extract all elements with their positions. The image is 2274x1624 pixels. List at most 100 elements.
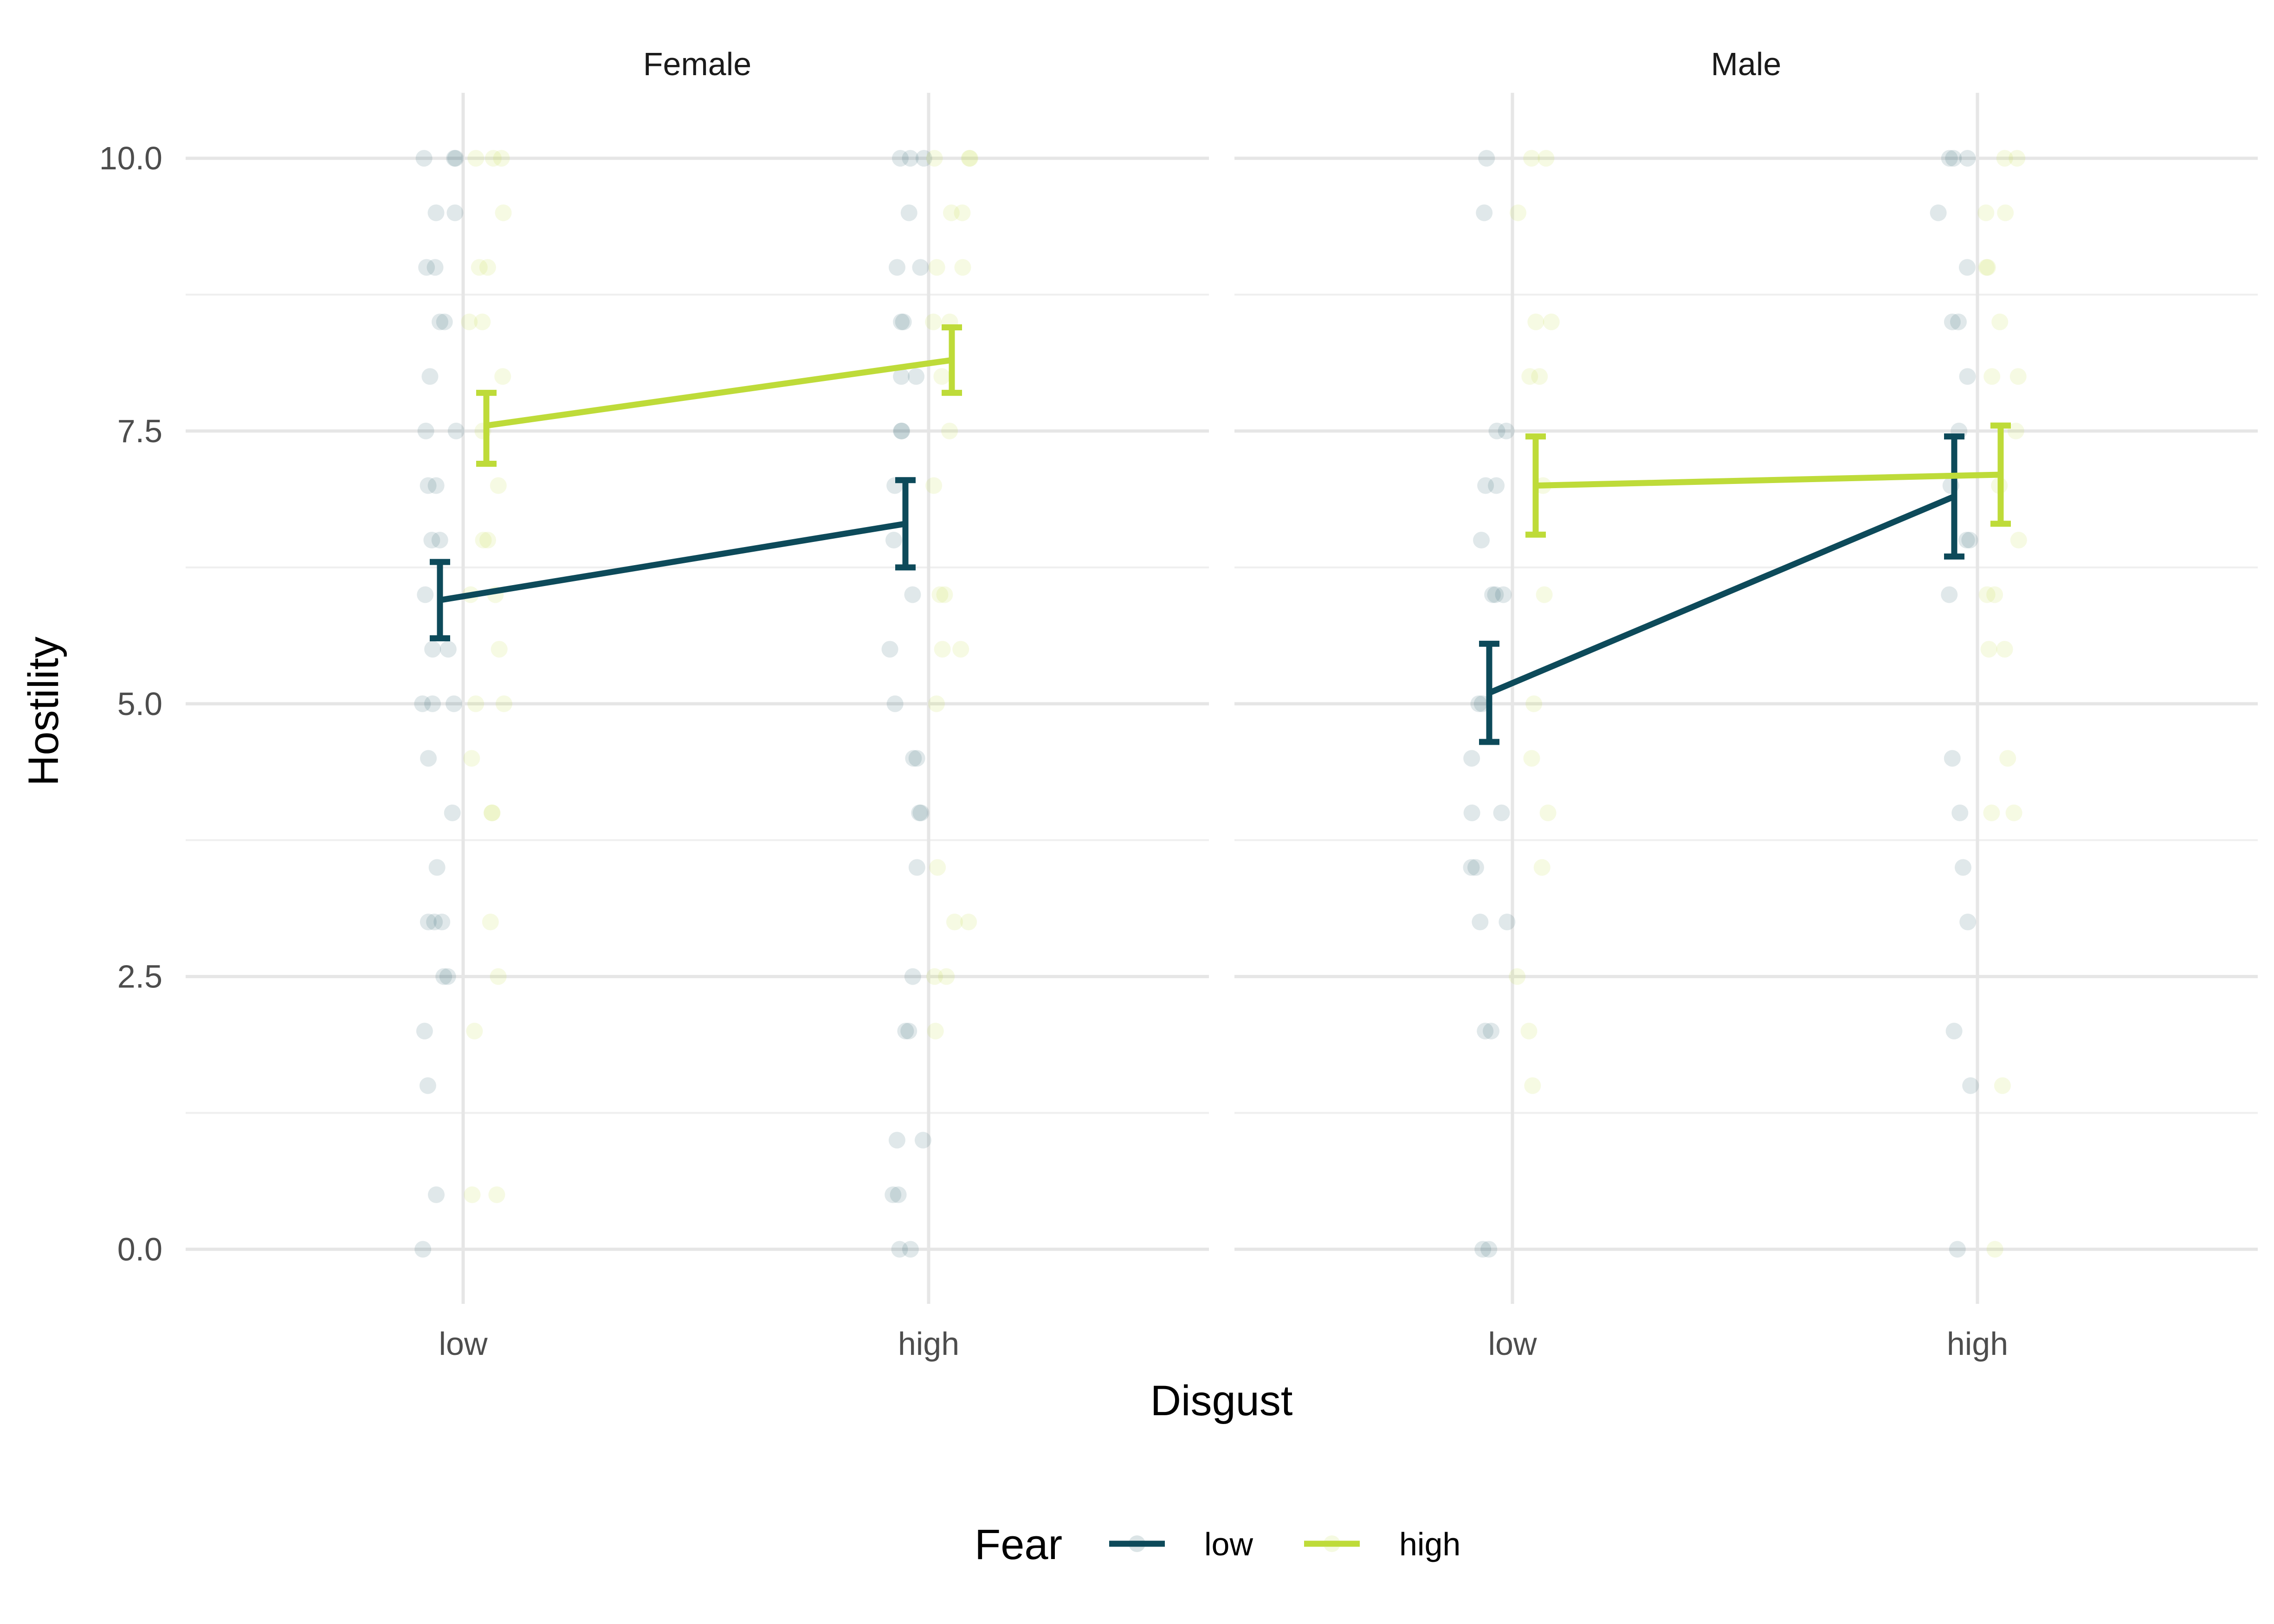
data-point: [484, 804, 501, 821]
data-point: [931, 586, 949, 603]
data-point: [890, 1186, 907, 1203]
data-point: [446, 204, 464, 221]
data-point: [1958, 532, 1975, 549]
data-point: [1994, 1077, 2011, 1094]
data-point: [1521, 368, 1538, 385]
data-point: [925, 477, 943, 494]
data-point: [1538, 150, 1555, 167]
data-point: [897, 1023, 914, 1040]
data-point: [420, 750, 437, 767]
data-point: [928, 695, 945, 712]
data-point: [1941, 586, 1958, 603]
data-point: [420, 914, 437, 931]
data-point: [914, 1132, 931, 1149]
data-point: [1958, 259, 1976, 276]
data-point: [1487, 586, 1504, 603]
data-point: [1954, 859, 1971, 876]
data-point: [929, 859, 946, 876]
data-point: [954, 259, 971, 276]
data-point: [908, 750, 925, 767]
data-point: [1463, 804, 1480, 821]
data-point: [446, 695, 463, 712]
data-point: [1986, 1241, 2003, 1258]
x-tick-label: low: [1488, 1326, 1537, 1362]
data-point: [912, 804, 930, 821]
data-point: [912, 259, 929, 276]
data-point: [1977, 204, 1995, 221]
data-point: [2005, 804, 2022, 821]
data-point: [1959, 914, 1977, 931]
data-point: [446, 150, 463, 167]
data-point: [415, 150, 433, 167]
data-point: [1509, 968, 1526, 985]
error-bar-low-female-high: [895, 477, 916, 571]
error-bar-low-female-low: [430, 559, 450, 642]
data-point: [428, 859, 446, 876]
data-point: [928, 259, 945, 276]
data-point: [467, 695, 485, 712]
data-point: [1959, 368, 1976, 385]
data-point: [1949, 1241, 1966, 1258]
data-point: [888, 1132, 905, 1149]
data-point: [495, 204, 512, 221]
y-tick-label: 2.5: [117, 959, 162, 995]
data-point: [416, 1023, 433, 1040]
data-point: [1472, 914, 1489, 931]
data-point: [936, 586, 953, 603]
data-point: [941, 422, 958, 439]
data-point: [432, 313, 449, 330]
data-point: [1484, 586, 1501, 603]
data-point: [1510, 204, 1527, 221]
data-point: [1986, 586, 2003, 603]
data-point: [1470, 695, 1487, 712]
data-point: [419, 1077, 436, 1094]
data-point: [439, 968, 456, 985]
data-point: [444, 804, 461, 821]
data-point: [911, 804, 928, 821]
data-point: [943, 204, 960, 221]
y-tick-label: 7.5: [117, 413, 162, 449]
data-point: [904, 586, 921, 603]
data-point: [428, 1186, 445, 1203]
data-point: [1999, 750, 2016, 767]
data-point: [1474, 1241, 1492, 1258]
legend-label-low: low: [1204, 1526, 1253, 1562]
data-point: [1978, 259, 1995, 276]
data-point: [1539, 804, 1557, 821]
data-point: [1495, 586, 1512, 603]
data-point: [952, 641, 969, 658]
data-point: [1476, 204, 1493, 221]
data-point: [482, 914, 499, 931]
data-point: [1488, 477, 1505, 494]
data-point: [495, 695, 512, 712]
data-point: [885, 1186, 902, 1203]
data-point: [892, 150, 909, 167]
mean-line-high-female: [486, 357, 952, 429]
data-point: [1944, 750, 1961, 767]
data-point: [1520, 1023, 1538, 1040]
data-point: [1531, 368, 1548, 385]
data-point: [414, 695, 431, 712]
data-point: [493, 150, 510, 167]
data-point: [961, 150, 978, 167]
data-point: [1523, 150, 1540, 167]
x-tick-label: high: [1947, 1326, 2008, 1362]
facet-label-male: Male: [1711, 46, 1782, 82]
data-point: [2010, 532, 2027, 549]
data-point: [414, 1241, 432, 1258]
mean-line-high-male: [1535, 471, 2001, 489]
data-point: [447, 422, 465, 439]
data-point: [900, 204, 917, 221]
data-point: [1945, 1023, 1963, 1040]
data-point: [886, 695, 904, 712]
x-tick-label: high: [898, 1326, 959, 1362]
data-point: [479, 259, 496, 276]
data-point: [488, 1186, 505, 1203]
data-point: [904, 968, 921, 985]
data-point: [447, 150, 464, 167]
data-point: [1483, 1023, 1500, 1040]
data-point: [902, 150, 919, 167]
data-point: [1473, 532, 1490, 549]
facet-label-female: Female: [643, 46, 751, 82]
data-point: [1498, 422, 1515, 439]
